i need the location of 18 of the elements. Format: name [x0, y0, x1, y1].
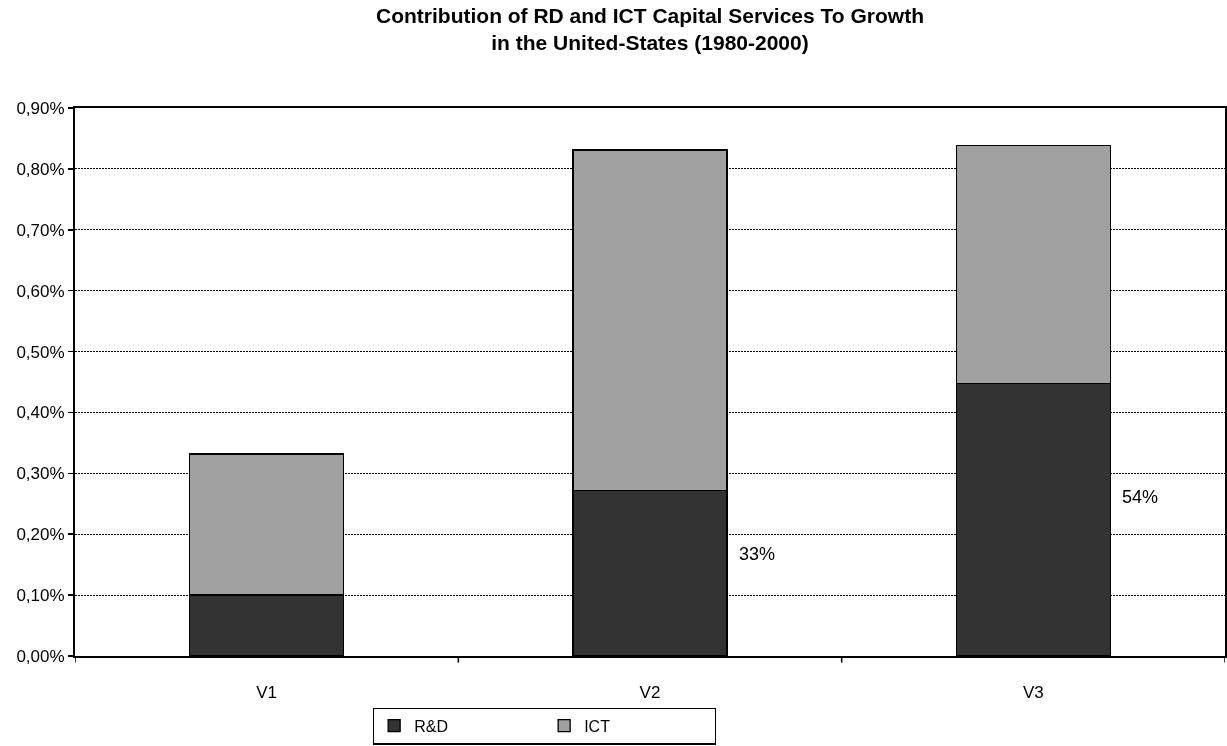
x-tick-label: V2 [639, 683, 661, 703]
y-tick-label: 0,20% [16, 525, 65, 545]
y-tick-label: 0,00% [16, 646, 65, 666]
chart-title: Contribution of RD and ICT Capital Services To Growth in the United-States (1980-2000) [376, 4, 924, 55]
x-tick-label: V3 [1022, 683, 1044, 703]
y-tick-label: 0,10% [16, 586, 65, 606]
annotation: 33% [739, 544, 776, 564]
annotation: 54% [1122, 487, 1159, 507]
y-tick-label: 0,50% [16, 342, 65, 362]
y-tick-label: 0,90% [16, 98, 65, 118]
y-tick-label: 0,80% [16, 159, 65, 179]
y-tick-label: 0,70% [16, 220, 65, 240]
y-tick-label: 0,40% [16, 403, 65, 423]
y-tick-label: 0,30% [16, 464, 65, 484]
x-tick-label: V1 [256, 683, 278, 703]
y-tick-label: 0,60% [16, 281, 65, 301]
legend-label: R&D [414, 717, 448, 735]
legend-label: ICT [584, 717, 611, 735]
